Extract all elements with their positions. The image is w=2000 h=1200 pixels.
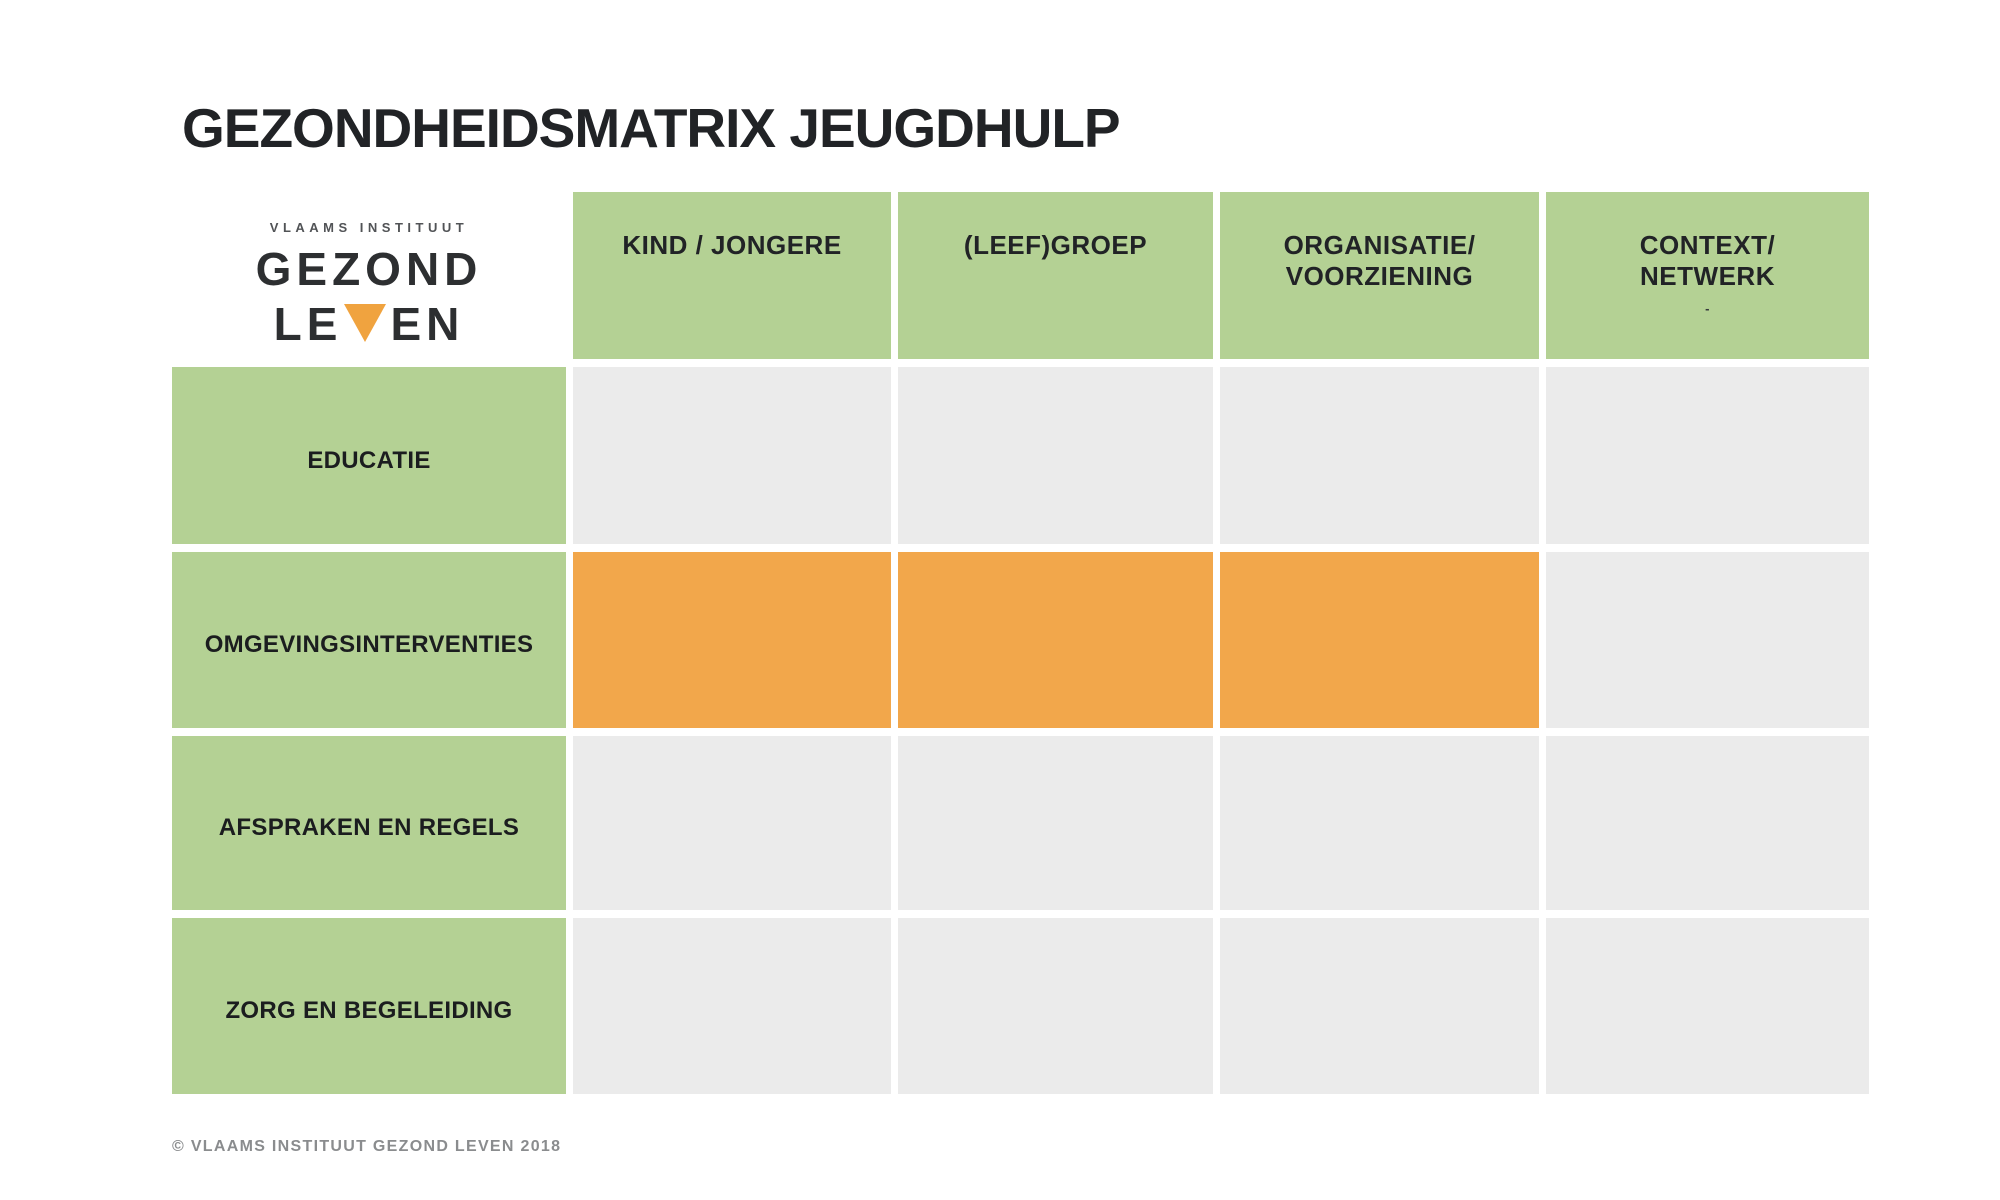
column-header-label: KIND / JONGERE [622,230,842,260]
column-header-label: ORGANISATIE/ [1283,230,1476,260]
row-header-afspraken-en-regels: AFSPRAKEN EN REGELS [172,736,566,910]
column-header-label-line2: VOORZIENING [1285,261,1474,291]
column-header-leefgroep: (LEEF)GROEP [898,192,1213,359]
matrix-cell-omgevingsinterventies-leefgroep [898,552,1213,728]
logo-subtitle: VLAAMS INSTITUUT [269,220,469,235]
matrix-cell-afspraken-kind-jongere [573,736,891,910]
page-title: GEZONDHEIDSMATRIX JEUGDHULP [182,97,1121,159]
column-header-organisatie-voorziening: ORGANISATIE/ VOORZIENING [1220,192,1539,359]
matrix-cell-omgevingsinterventies-organisatie [1220,552,1539,728]
column-header-label: CONTEXT/ [1639,230,1776,260]
matrix-cell-zorg-kind-jongere [573,918,891,1094]
matrix-cell-educatie-context [1546,367,1869,544]
row-header-educatie: EDUCATIE [172,367,566,544]
column-header-kind-jongere: KIND / JONGERE [573,192,891,359]
orange-down-triangle-icon [344,304,387,342]
row-header-omgevingsinterventies: OMGEVINGSINTERVENTIES [172,552,566,728]
logo-leven-text: LE EN [274,301,465,347]
logo-cell: VLAAMS INSTITUUT GEZOND LE EN [172,192,566,359]
matrix-cell-zorg-context [1546,918,1869,1094]
header-note-dash: - [1705,301,1710,316]
row-header-zorg-en-begeleiding: ZORG EN BEGELEIDING [172,918,566,1094]
matrix-cell-educatie-kind-jongere [573,367,891,544]
matrix-cell-omgevingsinterventies-kind-jongere [573,552,891,728]
matrix-cell-afspraken-context [1546,736,1869,910]
logo-gezond-text: GEZOND [255,243,483,295]
column-header-label-line2: NETWERK [1640,261,1775,291]
logo-leven-right: EN [390,298,465,350]
matrix-cell-zorg-organisatie [1220,918,1539,1094]
copyright-text: © VLAAMS INSTITUUT GEZOND LEVEN 2018 [172,1138,562,1155]
logo-leven-left: LE [273,298,343,350]
matrix-cell-afspraken-leefgroep [898,736,1213,910]
column-header-label: (LEEF)GROEP [963,230,1148,260]
matrix-cell-zorg-leefgroep [898,918,1213,1094]
health-matrix-table: VLAAMS INSTITUUT GEZOND LE EN KIND / JON… [172,192,1869,1094]
matrix-cell-afspraken-organisatie [1220,736,1539,910]
matrix-cell-omgevingsinterventies-context [1546,552,1869,728]
matrix-cell-educatie-organisatie [1220,367,1539,544]
column-header-context-netwerk: CONTEXT/ NETWERK - [1546,192,1869,359]
matrix-cell-educatie-leefgroep [898,367,1213,544]
